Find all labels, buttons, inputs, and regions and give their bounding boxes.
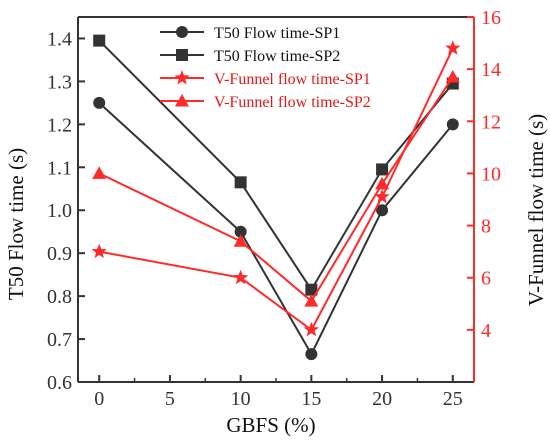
data-point [445, 69, 460, 83]
ticks: 0 5 10 15 20 25 0.6 0.7 0.8 0.9 1.0 1.1 1.2 1.3 1.4 4 6 8… [47, 7, 501, 410]
x-tick-label: 15 [301, 388, 321, 410]
data-point [446, 118, 459, 131]
series-1 [93, 96, 459, 361]
data-point [445, 40, 461, 55]
x-tick-label: 20 [372, 388, 392, 410]
legend-marker [176, 26, 188, 38]
data-point [93, 96, 106, 109]
right-axis-title: V-Funnel flow time (s) [524, 114, 548, 306]
data-point [234, 225, 247, 238]
legend: T50 Flow time-SP1 T50 Flow time-SP2 V-Funn… [160, 25, 371, 111]
left-tick-label: 1.3 [47, 71, 72, 93]
left-axis-title: T50 Flow time (s) [4, 148, 28, 300]
x-tick-label: 25 [443, 388, 463, 410]
left-tick-label: 1.4 [47, 28, 72, 50]
data-point [303, 321, 319, 337]
x-tick-label: 10 [231, 388, 251, 410]
legend-marker [174, 70, 190, 85]
data-point [91, 243, 107, 259]
left-tick-label: 0.6 [47, 372, 72, 394]
series-2 [93, 34, 459, 296]
right-tick-label: 6 [481, 268, 491, 290]
right-tick-label: 10 [481, 163, 501, 185]
data-point [233, 234, 248, 247]
left-tick-label: 1.2 [47, 114, 72, 136]
axes [77, 16, 475, 383]
left-tick-label: 1.1 [47, 157, 72, 179]
right-tick-label: 12 [481, 111, 501, 133]
legend-marker [176, 49, 188, 61]
right-tick-label: 16 [481, 7, 501, 29]
data-point [376, 163, 389, 176]
legend-label: V-Funnel flow time-SP2 [214, 94, 371, 111]
data-point [375, 176, 390, 190]
left-tick-label: 1.0 [47, 200, 72, 222]
left-tick-label: 0.8 [47, 286, 72, 308]
data-point [374, 188, 390, 204]
data-point [304, 294, 319, 307]
right-tick-label: 4 [481, 320, 491, 342]
legend-label: T50 Flow time-SP1 [214, 25, 340, 42]
data-point [233, 269, 249, 285]
series-line [98, 102, 454, 357]
x-axis-title: GBFS (%) [226, 413, 315, 437]
legend-item-4: V-Funnel flow time-SP2 [160, 94, 371, 111]
data-point [305, 348, 318, 361]
left-tick-label: 0.9 [47, 243, 72, 265]
right-tick-label: 14 [481, 59, 501, 81]
series-4 [92, 69, 460, 307]
left-tick-label: 0.7 [47, 329, 72, 351]
legend-label: T50 Flow time-SP2 [214, 48, 340, 65]
x-tick-label: 5 [165, 388, 175, 410]
right-tick-label: 8 [481, 216, 491, 238]
data-point [305, 283, 318, 296]
x-tick-label: 0 [94, 388, 104, 410]
series-layer [91, 34, 461, 361]
legend-label: V-Funnel flow time-SP1 [214, 71, 371, 88]
legend-marker [175, 94, 189, 107]
data-point [93, 34, 106, 47]
legend-item-2: T50 Flow time-SP2 [160, 48, 340, 65]
legend-item-1: T50 Flow time-SP1 [160, 25, 340, 42]
data-point [234, 176, 247, 189]
data-point [376, 204, 389, 217]
legend-item-3: V-Funnel flow time-SP1 [160, 70, 371, 88]
data-point [92, 166, 107, 179]
